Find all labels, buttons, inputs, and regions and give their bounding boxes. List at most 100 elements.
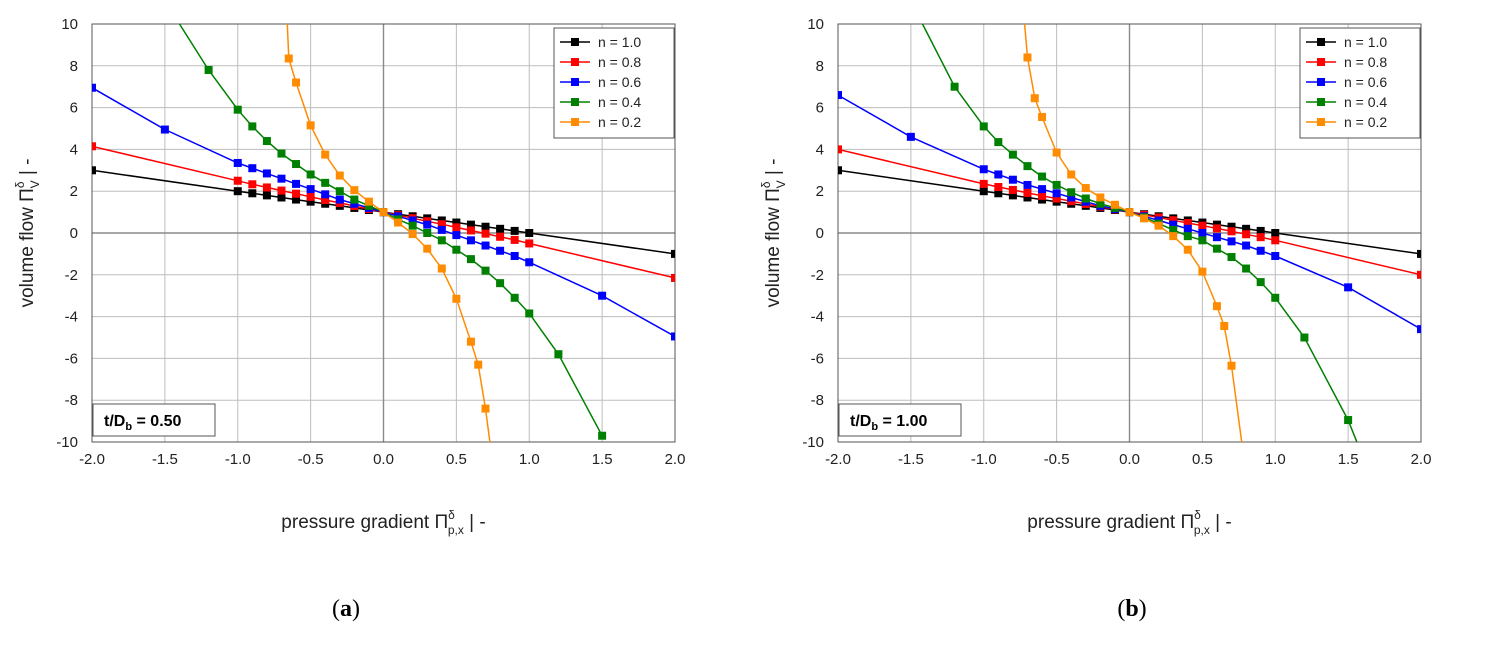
data-point bbox=[1067, 188, 1076, 197]
data-point bbox=[994, 170, 1003, 179]
y-tick-label: -4 bbox=[65, 309, 78, 326]
x-axis-label-superscript: δ bbox=[448, 508, 455, 522]
data-point bbox=[394, 218, 403, 227]
data-point bbox=[1242, 264, 1251, 273]
data-point bbox=[466, 255, 475, 264]
data-point bbox=[277, 186, 286, 195]
data-point bbox=[838, 166, 842, 175]
x-tick-label: 0.5 bbox=[446, 451, 467, 468]
chart-b: -2.0 -1.5 -1.0 -0.5 0.0 0.5 1.0 1.5 2.0 10 8 6 4 2 0 -2… bbox=[759, 16, 1431, 537]
legend-entry-label: n = 0.2 bbox=[598, 114, 641, 130]
data-point bbox=[838, 145, 842, 154]
data-point bbox=[510, 226, 519, 235]
data-point bbox=[1227, 227, 1236, 236]
data-point bbox=[262, 191, 271, 200]
data-point bbox=[277, 149, 286, 158]
data-point bbox=[321, 150, 330, 159]
annotation: t/Db = 0.50 bbox=[92, 403, 216, 437]
data-point bbox=[466, 220, 475, 229]
x-axis-label-unit: | - bbox=[1210, 512, 1232, 533]
data-point bbox=[335, 187, 344, 196]
data-point bbox=[1344, 283, 1353, 292]
caption-label: a bbox=[340, 596, 352, 622]
y-axis-label-unit: | - bbox=[17, 159, 38, 181]
x-tick-label: 1.0 bbox=[519, 451, 540, 468]
legend-entry-label: n = 0.2 bbox=[1344, 114, 1387, 130]
y-axis-label: volume flow ΠδV | - bbox=[759, 159, 788, 308]
data-point bbox=[466, 226, 475, 235]
data-point bbox=[437, 236, 446, 245]
data-point bbox=[1169, 232, 1178, 241]
y-tick-label: 10 bbox=[807, 16, 824, 33]
x-tick-label: -2.0 bbox=[79, 451, 105, 468]
y-tick-label: 6 bbox=[816, 100, 824, 117]
data-point bbox=[335, 171, 344, 180]
legend-swatch-marker bbox=[571, 58, 579, 66]
y-axis-label-main: volume flow Π bbox=[763, 188, 784, 307]
data-point bbox=[262, 183, 271, 192]
data-point bbox=[1169, 225, 1178, 234]
data-point bbox=[1256, 233, 1265, 242]
caption-a: (a) bbox=[306, 596, 386, 623]
data-point bbox=[1067, 193, 1076, 202]
y-tick-label: 6 bbox=[70, 100, 78, 117]
data-point bbox=[1271, 251, 1280, 260]
data-point bbox=[1023, 188, 1032, 197]
data-point bbox=[292, 179, 301, 188]
data-point bbox=[306, 170, 315, 179]
y-tick-label: 2 bbox=[70, 183, 78, 200]
series-5 bbox=[284, 24, 491, 442]
series-4 bbox=[178, 24, 607, 440]
data-point bbox=[979, 187, 988, 196]
data-point bbox=[838, 91, 842, 100]
legend-entry-label: n = 0.4 bbox=[1344, 94, 1387, 110]
annotation-text: t/Db = 0.50 bbox=[104, 413, 182, 433]
data-point bbox=[1212, 233, 1221, 242]
x-tick-label: -2.0 bbox=[825, 451, 851, 468]
data-point bbox=[423, 229, 432, 237]
data-point bbox=[510, 293, 519, 302]
data-point bbox=[496, 246, 505, 255]
legend-entry-label: n = 1.0 bbox=[598, 34, 641, 50]
y-tick-label: -8 bbox=[811, 392, 824, 409]
data-point bbox=[364, 201, 373, 210]
data-point bbox=[292, 189, 301, 198]
data-point bbox=[1271, 229, 1280, 237]
data-point bbox=[466, 337, 475, 346]
data-point bbox=[1183, 224, 1192, 233]
data-point bbox=[1227, 253, 1236, 262]
legend-swatch-marker bbox=[1317, 38, 1325, 46]
data-point bbox=[979, 179, 988, 188]
legend-entry-label: n = 0.6 bbox=[1344, 74, 1387, 90]
data-point bbox=[1183, 218, 1192, 227]
legend-entry-label: n = 0.6 bbox=[598, 74, 641, 90]
legend-swatch-marker bbox=[1317, 118, 1325, 126]
y-tick-label: 8 bbox=[816, 58, 824, 75]
data-point bbox=[1242, 224, 1251, 233]
data-point bbox=[1256, 246, 1265, 255]
data-point bbox=[950, 82, 959, 91]
data-point bbox=[1169, 220, 1178, 229]
data-point bbox=[496, 279, 505, 288]
annotation-subscript: b bbox=[871, 421, 878, 433]
y-axis-label-subscript: V bbox=[28, 180, 42, 188]
data-point bbox=[1220, 322, 1229, 331]
data-point bbox=[1271, 293, 1280, 302]
plot-frame bbox=[91, 23, 676, 443]
x-tick-label: 0.0 bbox=[373, 451, 394, 468]
x-axis-label: pressure gradient Πδ p,x | - bbox=[281, 508, 485, 537]
data-point bbox=[481, 241, 490, 250]
data-point bbox=[554, 350, 563, 359]
data-point bbox=[321, 178, 330, 187]
data-point bbox=[1212, 224, 1221, 233]
data-point bbox=[1344, 416, 1353, 425]
data-point bbox=[277, 193, 286, 202]
data-point bbox=[1023, 162, 1032, 171]
data-point bbox=[1417, 249, 1421, 258]
data-point bbox=[306, 185, 315, 194]
data-point bbox=[906, 132, 915, 141]
data-point bbox=[284, 54, 293, 63]
data-point bbox=[1038, 113, 1047, 122]
y-tick-label: -4 bbox=[811, 309, 824, 326]
legend-swatch-marker bbox=[1317, 58, 1325, 66]
